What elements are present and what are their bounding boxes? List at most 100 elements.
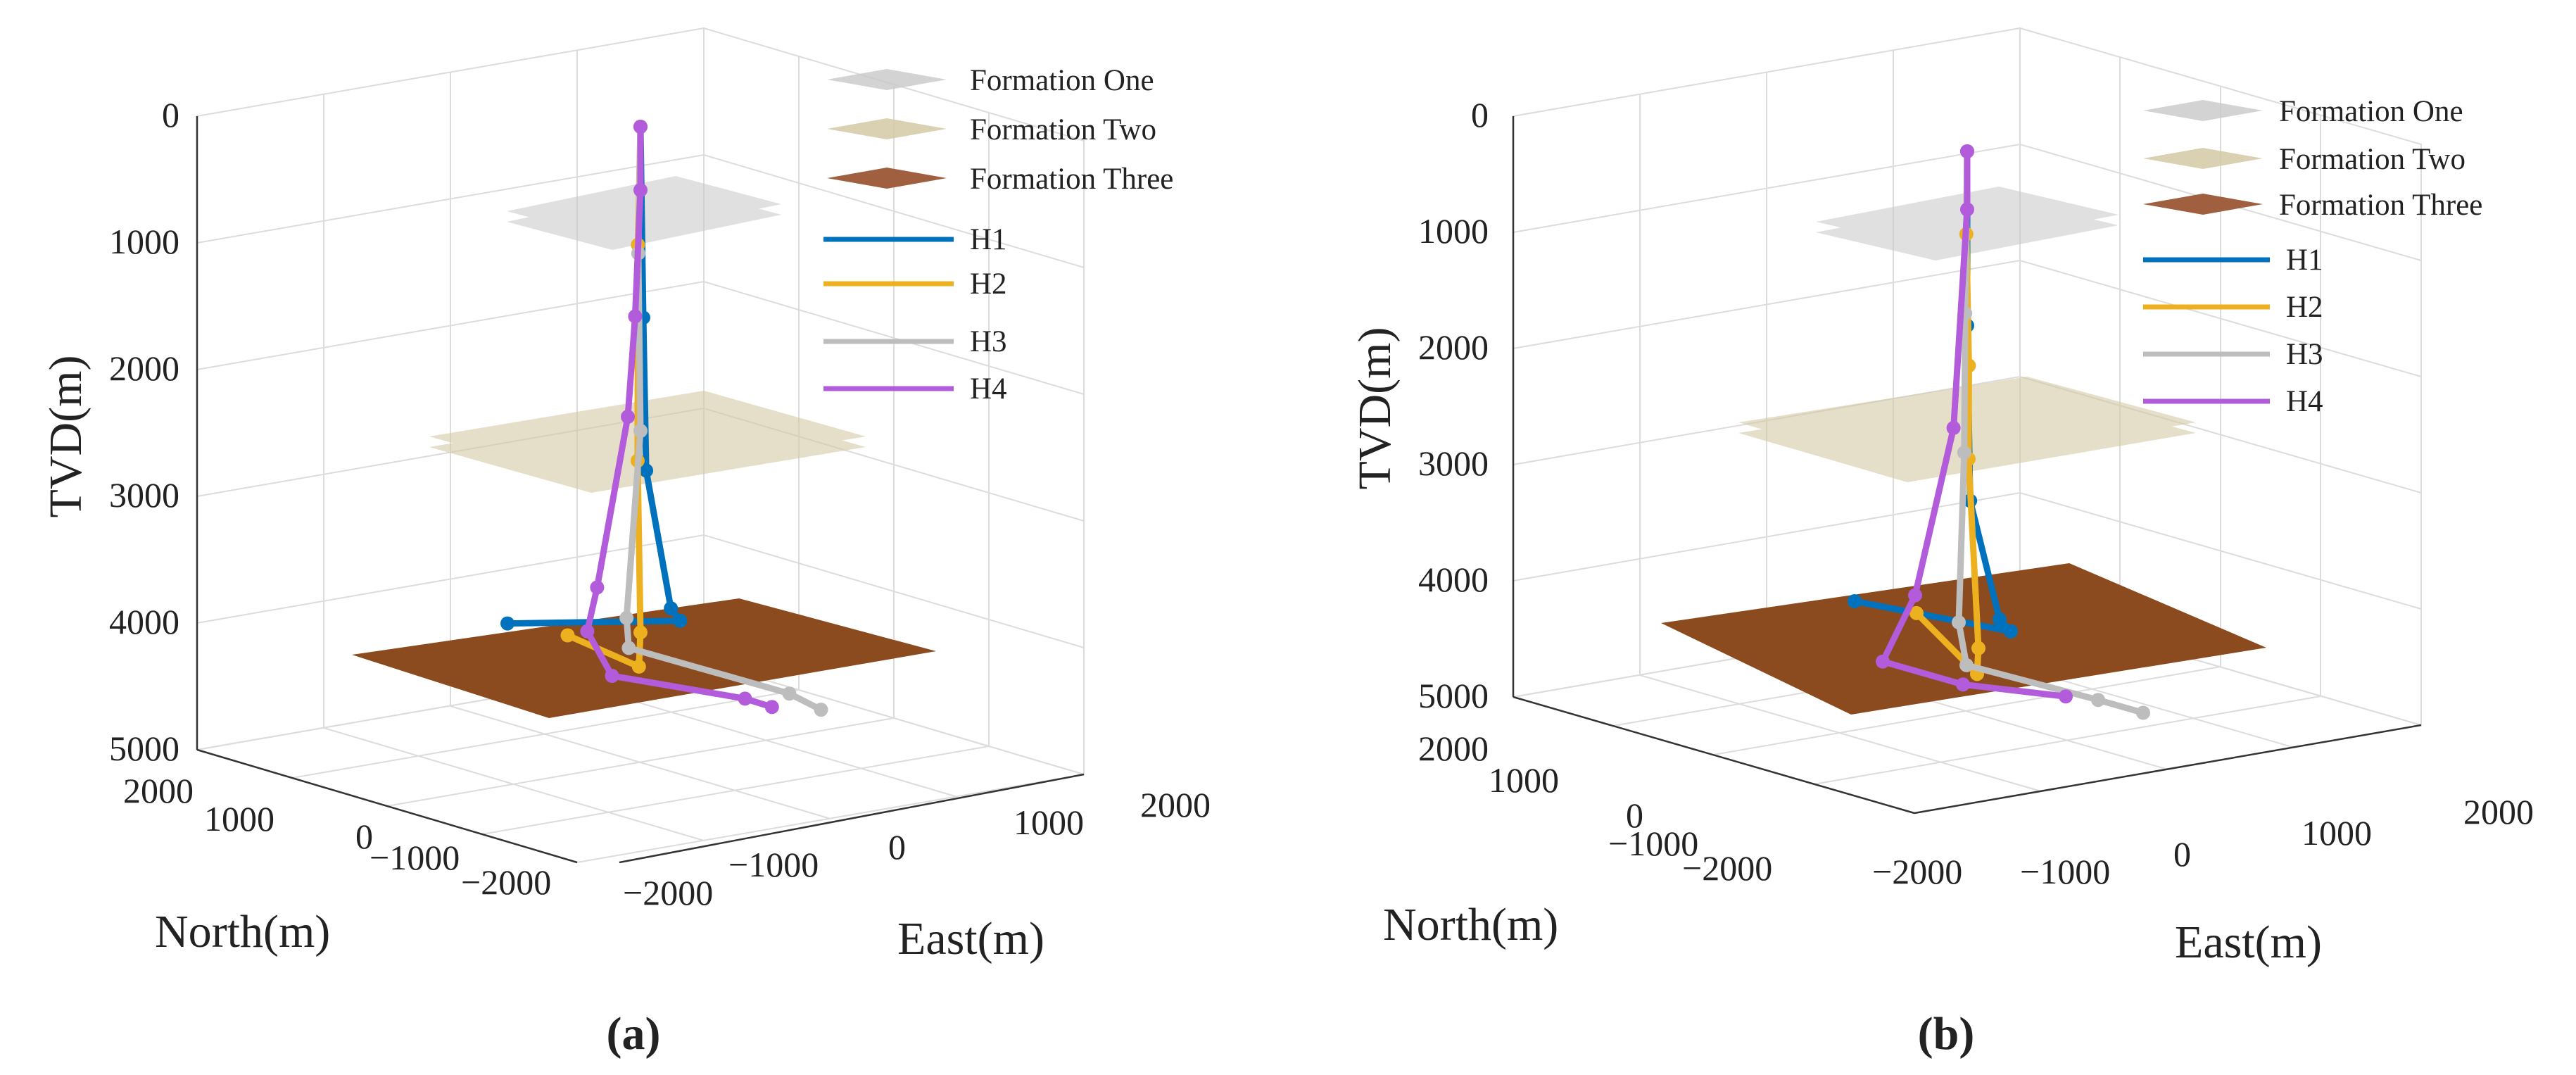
- panel-b-well-h3-point: [2091, 693, 2105, 708]
- panel-a-ytick-3: −1000: [370, 838, 460, 877]
- panel-b-legend-h3: H3: [2143, 338, 2323, 371]
- panel-a-z-axis-label: TVD(m): [40, 356, 91, 518]
- panel-b-legend-formation-three-label: Formation Three: [2279, 189, 2482, 222]
- panel-a-ztick-3: 3000: [109, 475, 179, 515]
- panel-a-north-axis-label: North(m): [155, 906, 330, 957]
- panel-a-legend-formation-two: Formation Two: [827, 113, 1156, 146]
- panel-b-well-h4-point: [1946, 420, 1961, 435]
- panel-a-xtick-1: −1000: [728, 845, 819, 884]
- panel-b-legend-h3-label: H3: [2286, 338, 2323, 371]
- panel-b-legend-formation-one: Formation One: [2143, 95, 2463, 128]
- panel-a-well-h4-point: [628, 309, 643, 324]
- panel-a-caption: (a): [607, 1008, 661, 1060]
- panel-a-formation-three-plane: [352, 598, 936, 718]
- panel-a-well-h1-point: [664, 601, 678, 616]
- panel-b-xtick-2: 0: [2173, 834, 2191, 874]
- panel-b-north-axis-label: North(m): [1383, 899, 1558, 950]
- panel-b-well-h3-point: [1957, 445, 1971, 460]
- panel-b-legend-h1: H1: [2143, 244, 2323, 277]
- panel-a-legend-formation-one: Formation One: [827, 64, 1154, 97]
- panel-a-legend-h1-label: H1: [970, 223, 1007, 256]
- panel-a-ztick-4: 4000: [109, 602, 179, 641]
- panel-a-legend-formation-two-label: Formation Two: [970, 113, 1156, 146]
- panel-a-well-h4-point: [580, 624, 595, 639]
- panel-a-xtick-3: 1000: [1014, 803, 1084, 842]
- panel-a-xtick-0: −2000: [623, 873, 713, 912]
- panel-b-xtick-0: −2000: [1872, 852, 1962, 891]
- panel-b-ytick-1: 1000: [1489, 760, 1559, 800]
- panel-a-legend-formation-one-label: Formation One: [970, 64, 1154, 97]
- panel-b-x-ticks: −2000 −1000 0 1000 2000: [1872, 792, 2534, 891]
- panel-a-legend-h3-label: H3: [970, 325, 1007, 358]
- panel-a-well-h1-point: [639, 463, 654, 478]
- panel-a-ztick-1: 1000: [109, 222, 179, 261]
- panel-a-xtick-2: 0: [888, 827, 906, 867]
- panel-b-east-axis-label: East(m): [2175, 917, 2322, 968]
- panel-a-legend-h1: H1: [823, 223, 1007, 256]
- panel-a-well-h3-point: [619, 610, 634, 625]
- panel-b-well-h2-point: [1909, 605, 1924, 620]
- panel-a-well-h1-line: [507, 126, 683, 627]
- panel-a-legend-formation-three: Formation Three: [827, 163, 1173, 196]
- panel-b-legend-formation-one-label: Formation One: [2279, 95, 2463, 128]
- panel-a-legend-h4: H4: [823, 372, 1007, 406]
- panel-a-well-h2-point: [631, 659, 646, 674]
- panel-a-well-h2-point: [633, 625, 648, 640]
- panel-b-well-h4-point: [1960, 202, 1974, 217]
- panel-b-legend-h4-label: H4: [2286, 385, 2323, 418]
- panel-b-y-ticks: 2000 1000 0 −1000 −2000: [1418, 729, 1772, 888]
- panel-a-y-ticks: 2000 1000 0 −1000 −2000: [123, 771, 551, 902]
- panel-b-ztick-2: 2000: [1418, 327, 1489, 367]
- panel-a-east-axis-label: East(m): [897, 913, 1044, 964]
- panel-a-ztick-2: 2000: [109, 348, 179, 388]
- panel-b-ztick-0: 0: [1471, 95, 1489, 134]
- panel-a-legend-h4-label: H4: [970, 372, 1007, 406]
- panel-b-legend-formation-three: Formation Three: [2143, 189, 2482, 222]
- panel-b-legend-h4: H4: [2143, 385, 2323, 418]
- panel-a: 0 1000 2000 3000 4000 5000 2000 1000 0 −…: [40, 27, 1211, 1060]
- panel-a-well-h3-point: [814, 703, 828, 717]
- panel-a-well-h4-point: [764, 700, 779, 715]
- panel-b-legend: Formation One Formation Two Formation Th…: [2143, 95, 2482, 418]
- panel-a-ytick-1: 1000: [204, 799, 274, 838]
- panel-b-wells: [1848, 144, 2150, 720]
- panel-a-well-h4-point: [621, 410, 635, 424]
- panel-b-well-h3-point: [2136, 705, 2150, 720]
- panel-a-legend-h3: H3: [823, 325, 1007, 358]
- panel-b-ytick-0: 2000: [1418, 729, 1489, 768]
- panel-b-well-h4-point: [1876, 654, 1890, 669]
- panel-a-well-h4-point: [633, 183, 648, 197]
- panel-b-well-h4-point: [1960, 144, 1974, 158]
- panel-b-axes: [1512, 116, 2422, 815]
- panel-a-ztick-0: 0: [162, 95, 179, 134]
- panel-a-well-h3-point: [782, 686, 797, 701]
- panel-b-xtick-3: 1000: [2302, 813, 2372, 853]
- panel-b-ytick-4: −2000: [1682, 848, 1772, 888]
- panel-a-legend-formation-three-label: Formation Three: [970, 163, 1173, 196]
- panel-a-wells: [500, 120, 828, 717]
- panel-b-well-h3-point: [1952, 615, 1966, 629]
- panel-b-z-ticks: 0 1000 2000 3000 4000 5000: [1418, 95, 1489, 715]
- panel-a-well-h3-point: [633, 424, 648, 438]
- panel-a-well-h4-point: [605, 669, 619, 683]
- panel-b-well-h1-point: [1993, 612, 2007, 627]
- panel-a-ytick-4: −2000: [461, 862, 551, 902]
- panel-b-well-h1-point: [1848, 594, 1862, 608]
- panel-a-legend-h2: H2: [823, 268, 1007, 301]
- panel-b-well-h4-point: [2059, 689, 2073, 704]
- panel-a-ytick-2: 0: [355, 817, 373, 856]
- panel-b-xtick-1: −1000: [2020, 852, 2110, 891]
- panel-b-ztick-4: 4000: [1418, 560, 1489, 599]
- panel-b-ztick-5: 5000: [1418, 676, 1489, 715]
- panel-b-legend-formation-two: Formation Two: [2143, 143, 2465, 176]
- panel-a-well-h2-point: [560, 628, 575, 643]
- panel-b-legend-formation-two-label: Formation Two: [2279, 143, 2465, 176]
- panel-b-xtick-4: 2000: [2463, 792, 2534, 831]
- panel-a-well-h4-point: [633, 120, 648, 134]
- panel-a-legend: Formation One Formation Two Formation Th…: [823, 64, 1173, 406]
- panel-a-ytick-0: 2000: [123, 771, 194, 810]
- panel-b-well-h2-point: [1971, 641, 1985, 655]
- panel-b-z-axis-label: TVD(m): [1349, 327, 1401, 490]
- panel-a-axes: [196, 116, 1085, 864]
